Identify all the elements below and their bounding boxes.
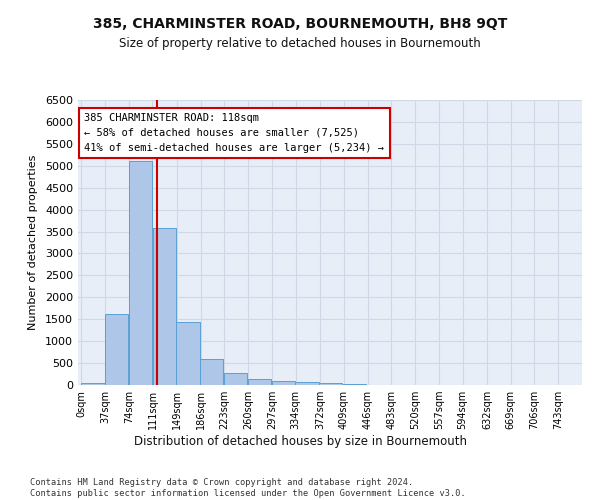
Bar <box>248 379 271 385</box>
Bar <box>129 162 152 385</box>
Bar <box>200 358 223 385</box>
Bar <box>153 228 176 385</box>
Text: 385 CHARMINSTER ROAD: 118sqm
← 58% of detached houses are smaller (7,525)
41% of: 385 CHARMINSTER ROAD: 118sqm ← 58% of de… <box>85 113 385 153</box>
Bar <box>295 382 319 385</box>
Bar <box>272 380 295 385</box>
Bar <box>176 322 200 385</box>
Text: Contains HM Land Registry data © Crown copyright and database right 2024.
Contai: Contains HM Land Registry data © Crown c… <box>30 478 466 498</box>
Text: Size of property relative to detached houses in Bournemouth: Size of property relative to detached ho… <box>119 38 481 51</box>
Bar <box>319 383 342 385</box>
Bar <box>82 383 105 385</box>
Bar <box>224 372 247 385</box>
Y-axis label: Number of detached properties: Number of detached properties <box>28 155 38 330</box>
Bar <box>343 384 366 385</box>
Bar <box>105 314 128 385</box>
Text: Distribution of detached houses by size in Bournemouth: Distribution of detached houses by size … <box>133 435 467 448</box>
Text: 385, CHARMINSTER ROAD, BOURNEMOUTH, BH8 9QT: 385, CHARMINSTER ROAD, BOURNEMOUTH, BH8 … <box>93 18 507 32</box>
